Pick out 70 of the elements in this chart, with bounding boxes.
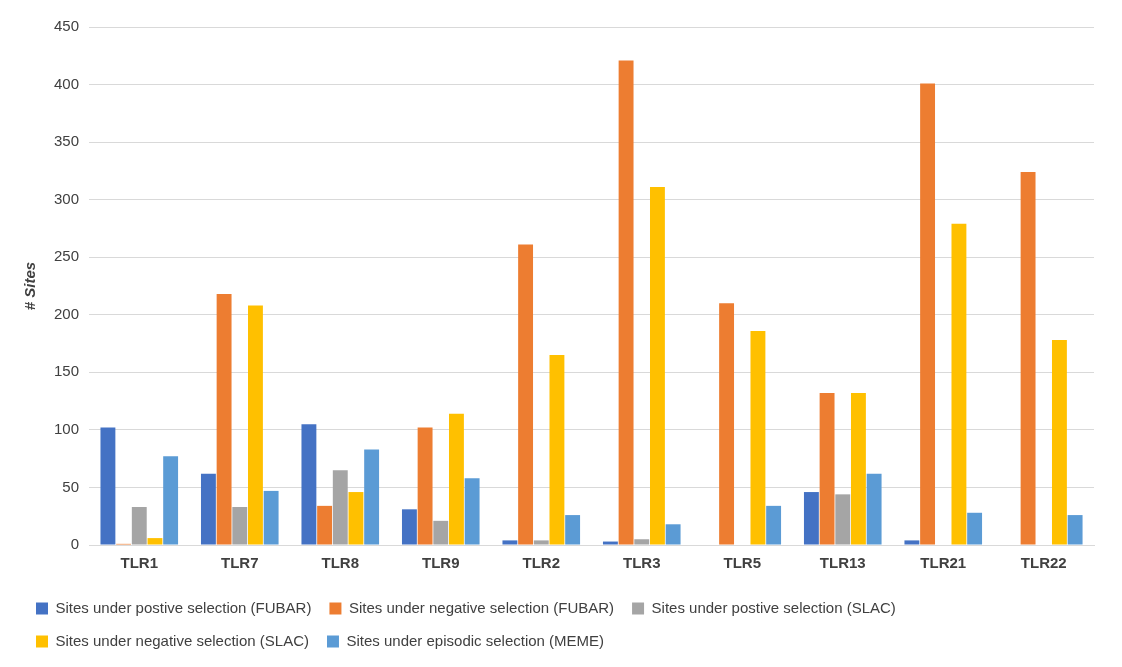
bar xyxy=(200,473,216,545)
bar xyxy=(1051,340,1067,545)
y-tick-label: 350 xyxy=(54,132,80,150)
x-tick-label: TLR13 xyxy=(819,554,866,572)
legend-label: Sites under negative selection (SLAC) xyxy=(55,631,309,649)
bar xyxy=(502,540,518,545)
y-tick-label: 200 xyxy=(54,304,80,322)
bar xyxy=(301,424,317,545)
bar xyxy=(163,456,179,545)
y-tick-label: 400 xyxy=(54,74,80,92)
bar xyxy=(147,538,163,545)
bar xyxy=(665,524,681,545)
y-tick-label: 100 xyxy=(54,420,80,438)
y-tick-label: 250 xyxy=(54,247,80,265)
bar xyxy=(449,413,464,545)
bar xyxy=(131,507,147,545)
bar xyxy=(518,244,534,545)
bar xyxy=(232,507,248,545)
bar xyxy=(417,427,433,545)
bar xyxy=(904,540,920,545)
legend-label: Sites under postive selection (SLAC) xyxy=(651,598,896,616)
x-tick-label: TLR7 xyxy=(221,554,259,572)
bar xyxy=(835,494,851,545)
bar xyxy=(951,223,967,545)
bar xyxy=(750,330,766,545)
y-tick-label: 150 xyxy=(54,362,80,380)
bar xyxy=(618,60,634,545)
bar xyxy=(719,303,735,545)
bar xyxy=(866,473,882,545)
x-tick-label: TLR9 xyxy=(422,554,460,572)
bar xyxy=(1067,515,1083,545)
x-tick-label: TLR21 xyxy=(920,554,967,572)
y-tick-label: 0 xyxy=(70,535,80,553)
y-tick-label: 450 xyxy=(54,17,80,35)
bar xyxy=(634,539,650,545)
bar xyxy=(766,505,782,545)
y-tick-label: 300 xyxy=(54,189,80,207)
x-tick-label: TLR8 xyxy=(321,554,360,572)
bar xyxy=(850,393,866,545)
bar xyxy=(348,492,364,545)
bar xyxy=(649,187,665,545)
bar xyxy=(364,449,380,545)
bar xyxy=(565,515,581,545)
bar xyxy=(1020,172,1036,545)
bar xyxy=(263,490,279,545)
x-tick-label: TLR2 xyxy=(522,554,561,572)
bar xyxy=(401,509,417,545)
y-axis-title: # Sites xyxy=(21,261,39,311)
bar xyxy=(464,478,480,545)
bar xyxy=(533,540,549,545)
bar xyxy=(100,427,116,545)
bar xyxy=(803,492,819,545)
x-tick-label: TLR5 xyxy=(723,554,762,572)
x-tick-label: TLR3 xyxy=(623,554,661,572)
y-tick-label: 50 xyxy=(62,477,80,495)
bar xyxy=(967,512,983,545)
bar xyxy=(248,305,263,545)
x-tick-label: TLR1 xyxy=(120,554,159,572)
legend-label: Sites under postive selection (FUBAR) xyxy=(55,598,312,616)
x-tick-label: TLR22 xyxy=(1020,554,1067,572)
legend-label: Sites under negative selection (FUBAR) xyxy=(348,598,615,616)
bar xyxy=(317,505,333,545)
bar xyxy=(602,541,618,545)
bar xyxy=(819,393,835,545)
legend-label: Sites under episodic selection (MEME) xyxy=(346,631,605,649)
bar xyxy=(332,470,348,545)
bar xyxy=(433,520,449,545)
bar xyxy=(216,294,232,545)
bar xyxy=(920,83,936,545)
bar xyxy=(549,355,565,545)
